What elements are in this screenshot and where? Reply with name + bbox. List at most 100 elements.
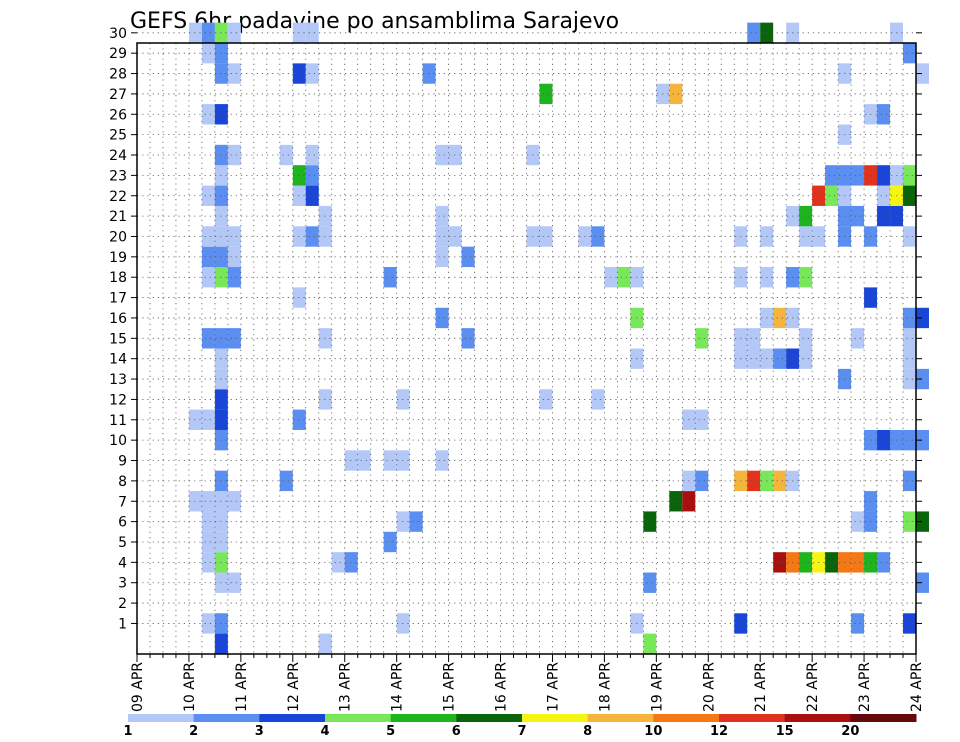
legend-swatch xyxy=(850,714,917,722)
heatmap-cell xyxy=(409,511,423,532)
heatmap-cell xyxy=(773,552,787,573)
heatmap-cell xyxy=(851,613,865,634)
heatmap-cell xyxy=(903,165,916,186)
heatmap-cell xyxy=(747,348,761,369)
legend-swatch xyxy=(522,714,589,722)
y-tick-label: 27 xyxy=(109,87,127,103)
heatmap-cell xyxy=(643,511,657,532)
x-tick-label: 20 APR xyxy=(701,662,717,712)
heatmap-cell xyxy=(903,226,916,247)
heatmap-cell xyxy=(591,226,605,247)
legend-label: 6 xyxy=(452,724,461,739)
heatmap-cell xyxy=(201,552,215,573)
heatmap-cell xyxy=(305,22,319,43)
heatmap-cell xyxy=(227,572,241,593)
heatmap-cell xyxy=(227,267,241,288)
legend-swatch xyxy=(325,714,392,722)
heatmap-cell xyxy=(305,165,319,186)
y-tick-label: 10 xyxy=(109,433,127,449)
y-tick-label: 17 xyxy=(109,291,127,307)
heatmap-cell xyxy=(916,368,929,390)
heatmap-cell xyxy=(747,22,761,43)
y-tick-label: 24 xyxy=(109,148,127,164)
heatmap-cell xyxy=(279,144,293,166)
heatmap-cell xyxy=(188,22,202,43)
heatmap-cell xyxy=(669,83,683,105)
heatmap-cell xyxy=(747,470,761,492)
color-legend: 1 2 3 4 5 6 7 8 10 12 15 20 xyxy=(123,714,917,739)
y-tick-label: 1 xyxy=(118,616,127,632)
x-tick-label: 10 APR xyxy=(182,662,198,712)
legend-label: 3 xyxy=(255,724,264,739)
heatmap-cell xyxy=(916,307,929,329)
heatmap-cell xyxy=(305,185,319,206)
heatmap-cell xyxy=(903,185,916,206)
y-tick-label: 4 xyxy=(118,555,127,571)
heatmap-cell xyxy=(903,511,916,532)
heatmap-cell xyxy=(903,307,916,329)
heatmap-cell xyxy=(799,267,813,288)
heatmap-cell xyxy=(435,246,449,268)
heatmap-cell xyxy=(539,226,553,247)
heatmap-cell xyxy=(695,470,709,492)
x-tick-label: 12 APR xyxy=(286,662,302,712)
heatmap-cell xyxy=(825,552,839,573)
heatmap-cell xyxy=(825,185,839,206)
x-axis: 09 APR 10 APR 11 APR 12 APR 13 APR 14 APR 15 A… xyxy=(130,654,925,712)
x-tick-label: 13 APR xyxy=(338,662,354,712)
heatmap-cell xyxy=(279,470,293,492)
y-tick-label: 19 xyxy=(109,250,127,266)
legend-label: 15 xyxy=(776,724,794,739)
heatmap-cell xyxy=(201,185,215,206)
heatmap-cell xyxy=(851,165,865,186)
heatmap-cell xyxy=(799,205,813,227)
y-tick-label: 9 xyxy=(118,454,127,470)
heatmap-cell xyxy=(903,429,916,451)
legend-swatch xyxy=(193,714,260,722)
heatmap-cell xyxy=(877,185,891,206)
heatmap-cell xyxy=(201,267,215,288)
y-tick-label: 20 xyxy=(109,229,127,245)
heatmap-cell xyxy=(903,613,916,634)
y-tick-label: 5 xyxy=(118,535,127,551)
legend-swatch xyxy=(456,714,523,722)
legend-swatch xyxy=(259,714,326,722)
heatmap-cell xyxy=(383,450,397,471)
heatmap-cell xyxy=(903,470,916,492)
heatmap-cell xyxy=(227,491,241,512)
heatmap-cell xyxy=(916,572,929,593)
heatmap-cell xyxy=(201,491,215,512)
y-tick-label: 14 xyxy=(109,352,127,368)
heatmap-cell xyxy=(227,246,241,268)
y-tick-label: 21 xyxy=(109,209,127,225)
heatmap-cell xyxy=(227,63,241,84)
heatmap-cell xyxy=(695,409,709,430)
y-tick-label: 28 xyxy=(109,67,127,83)
heatmap-cell xyxy=(539,389,553,410)
y-axis: 1234567891011121314151617181920212223242… xyxy=(109,26,922,632)
legend-swatch xyxy=(653,714,720,722)
legend-label: 5 xyxy=(386,724,395,739)
heatmap-cell xyxy=(357,450,371,471)
heatmap-cell xyxy=(188,409,202,430)
heatmap-cell xyxy=(916,511,929,532)
heatmap-cell xyxy=(916,429,929,451)
x-tick-label: 15 APR xyxy=(442,662,458,712)
heatmap-cell xyxy=(773,470,787,492)
y-tick-label: 12 xyxy=(109,392,127,408)
heatmap-cell xyxy=(773,307,787,329)
heatmap-cell xyxy=(695,328,709,349)
heatmap-cell xyxy=(435,450,449,471)
heatmap-cell xyxy=(877,429,891,451)
x-tick-label: 19 APR xyxy=(649,662,665,712)
heatmap-cell xyxy=(669,491,683,512)
heatmap-cell xyxy=(903,43,916,64)
heatmap-cell xyxy=(825,165,839,186)
heatmap-cell xyxy=(903,348,916,369)
legend-label: 10 xyxy=(644,724,662,739)
heatmap-cell xyxy=(435,307,449,329)
heatmap-cell xyxy=(188,491,202,512)
heatmap-cell xyxy=(591,389,605,410)
legend-label: 1 xyxy=(123,724,132,739)
heatmap-cell xyxy=(201,328,215,349)
